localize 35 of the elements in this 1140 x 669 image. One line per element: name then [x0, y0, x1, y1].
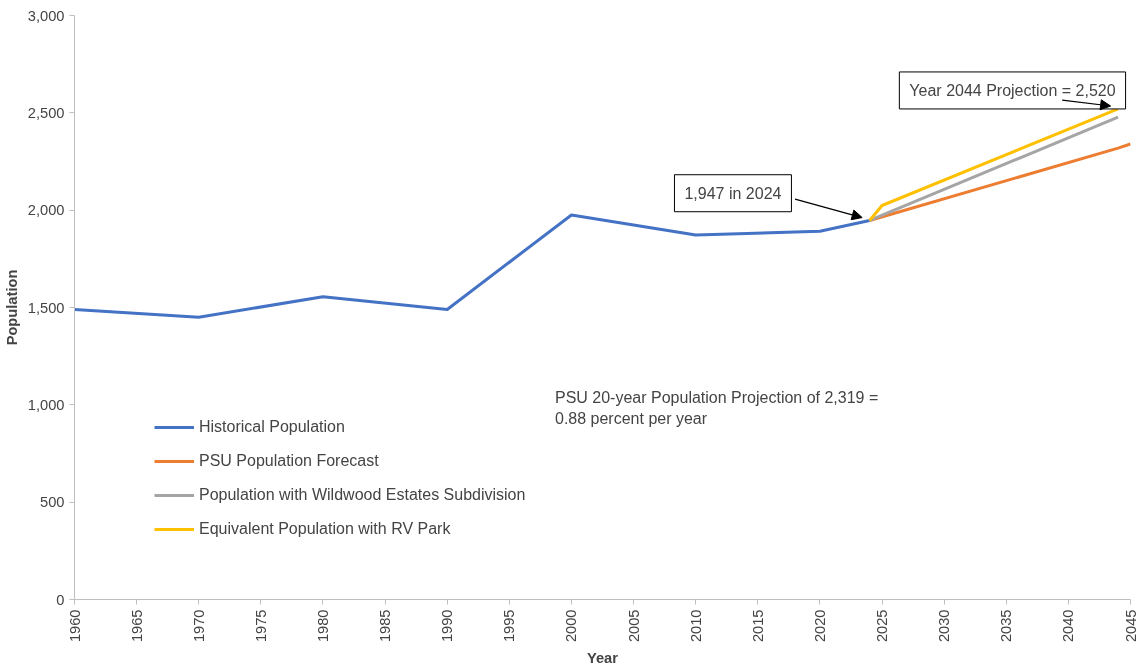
- y-tick-label: 500: [40, 494, 65, 511]
- x-tick-label: 2020: [811, 609, 828, 643]
- x-tick-label: 1970: [190, 609, 207, 643]
- annotation: 1,947 in 2024: [684, 184, 782, 202]
- x-tick-label: 2030: [936, 609, 953, 643]
- x-tick-label: 1975: [252, 609, 269, 643]
- annotation: Year 2044 Projection = 2,520: [909, 81, 1116, 99]
- x-tick-label: 1995: [501, 609, 518, 643]
- legend-label: Population with Wildwood Estates Subdivision: [199, 486, 526, 504]
- x-tick-label: 2045: [1122, 609, 1139, 643]
- legend-label: PSU Population Forecast: [199, 452, 379, 470]
- line-series: [74, 213, 872, 319]
- x-tick-label: 1985: [377, 609, 394, 643]
- y-tick-label: 0: [56, 591, 65, 608]
- x-tick-label: 1990: [439, 609, 456, 643]
- x-tick-label: 1965: [128, 609, 145, 643]
- y-tick-label: 1,500: [27, 299, 65, 316]
- x-tick-label: 2035: [998, 609, 1015, 643]
- y-tick-label: 2,000: [27, 202, 65, 219]
- x-tick-label: 2025: [874, 609, 891, 643]
- y-axis-title: Population: [3, 269, 20, 346]
- legend-label: Historical Population: [199, 418, 345, 436]
- x-tick-label: 2015: [749, 609, 766, 643]
- x-tick-label: 2000: [563, 609, 580, 643]
- x-tick-label: 2005: [625, 609, 642, 643]
- y-tick-label: 3,000: [27, 7, 65, 24]
- y-tick-label: 2,500: [27, 104, 65, 121]
- legend-label: Equivalent Population with RV Park: [199, 520, 451, 538]
- x-tick-label: 2040: [1060, 609, 1077, 643]
- x-tick-label: 1980: [314, 609, 331, 643]
- annotation: PSU 20-year Population Projection of 2,319 = 0.88 percent per year: [554, 389, 879, 427]
- x-tick-label: 1960: [66, 609, 83, 643]
- x-tick-label: 2010: [687, 609, 704, 643]
- y-tick-label: 1,000: [27, 396, 65, 413]
- x-axis-title: Year: [587, 650, 619, 667]
